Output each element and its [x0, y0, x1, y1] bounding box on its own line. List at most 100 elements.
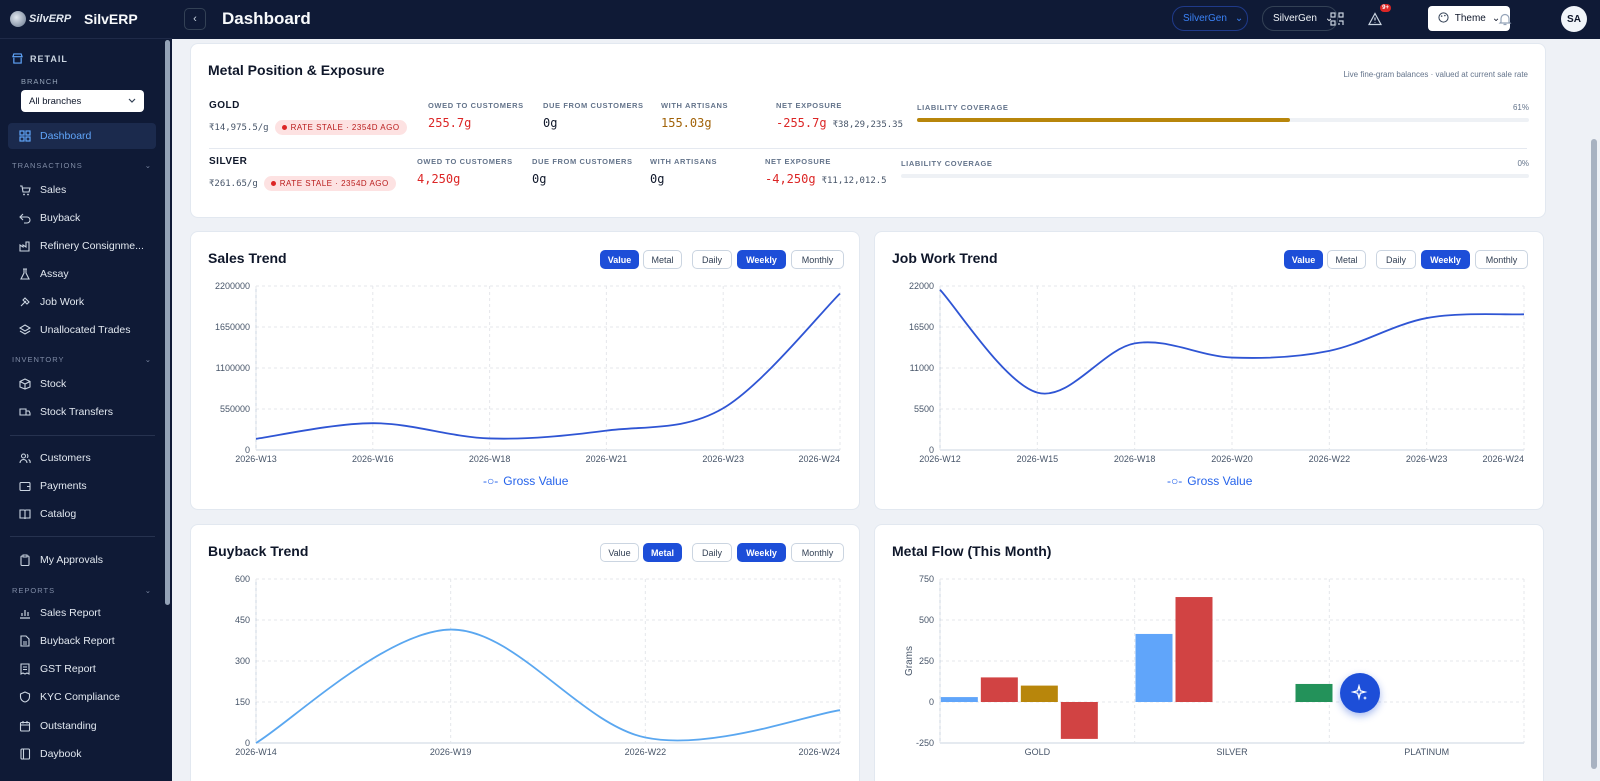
dashboard-icon [19, 130, 31, 142]
sidebar-item-sales-report[interactable]: Sales Report [8, 600, 156, 626]
series-line [255, 628, 841, 744]
sidebar-item-catalog[interactable]: Catalog [8, 501, 156, 527]
sidebar-item-stock[interactable]: Stock [8, 371, 156, 397]
sidebar-item-customers[interactable]: Customers [8, 445, 156, 471]
entity-switcher[interactable]: SilverGen ⌄ [1262, 6, 1338, 31]
stat-label: OWED TO CUSTOMERS [417, 157, 513, 166]
collapse-sidebar-button[interactable]: ‹ [184, 8, 206, 30]
weekly-toggle-button[interactable]: Weekly [737, 250, 786, 269]
x-tick-label: 2026-W24 [798, 454, 840, 464]
card-title: Metal Flow (This Month) [892, 543, 1052, 559]
undo-icon [19, 212, 31, 224]
sidebar-item-refinery[interactable]: Refinery Consignme... [8, 233, 156, 259]
stat-due: DUE FROM CUSTOMERS 0g [543, 101, 644, 130]
section-reports[interactable]: REPORTS ⌄ [12, 586, 152, 595]
metal-toggle-button[interactable]: Metal [643, 543, 682, 562]
sidebar-item-label: My Approvals [40, 554, 104, 566]
sidebar-nav: RETAIL BRANCH All branches Dashboard TRA… [0, 39, 164, 781]
chart-legend[interactable]: -○- Gross Value [483, 474, 568, 488]
stat-label: WITH ARTISANS [650, 157, 718, 166]
sidebar-item-assay[interactable]: Assay [8, 261, 156, 287]
x-tick-label: 2026-W14 [235, 747, 277, 757]
x-tick-label: PLATINUM [1404, 747, 1449, 757]
qr-scan-button[interactable] [1326, 8, 1348, 30]
sidebar-scrollbar[interactable] [165, 40, 170, 605]
sidebar-item-approvals[interactable]: My Approvals [8, 547, 156, 573]
weekly-toggle-button[interactable]: Weekly [737, 543, 786, 562]
x-tick-label: 2026-W18 [1114, 454, 1156, 464]
ai-assistant-button[interactable] [1340, 673, 1380, 713]
sidebar-item-label: Assay [40, 268, 69, 280]
x-tick-label: 2026-W24 [798, 747, 840, 757]
notifications-button[interactable] [1494, 8, 1516, 30]
section-transactions[interactable]: TRANSACTIONS ⌄ [12, 161, 152, 170]
x-tick-label: 2026-W15 [1017, 454, 1059, 464]
value-toggle-button[interactable]: Value [600, 250, 639, 269]
monthly-toggle-button[interactable]: Monthly [791, 543, 844, 562]
branch-label: BRANCH [21, 77, 59, 86]
x-tick-label: 2026-W22 [1309, 454, 1351, 464]
monthly-toggle-button[interactable]: Monthly [791, 250, 844, 269]
alerts-button[interactable]: 9+ [1364, 4, 1391, 30]
sidebar-item-unallocated[interactable]: Unallocated Trades [8, 317, 156, 343]
metal-toggle-button[interactable]: Metal [643, 250, 682, 269]
sidebar-item-outstanding[interactable]: Outstanding [8, 713, 156, 739]
sidebar-item-dashboard[interactable]: Dashboard [8, 123, 156, 149]
sidebar-divider [10, 435, 155, 436]
section-inventory[interactable]: INVENTORY ⌄ [12, 355, 152, 364]
y-tick-label: 500 [919, 615, 934, 625]
stat-value-row: -255.7g ₹38,29,235.35 [776, 116, 903, 130]
y-tick-label: 550000 [220, 404, 250, 414]
factory-icon [19, 240, 31, 252]
branch-select[interactable]: All branches [21, 90, 144, 112]
metal-flow-chart: -250 0 250 500 750 GOLD SILVER PLATINUM Grams [904, 574, 1525, 757]
y-tick-label: 1100000 [216, 363, 250, 373]
x-tick-label: 2026-W22 [625, 747, 667, 757]
x-tick-label: SILVER [1216, 747, 1248, 757]
sidebar-item-buyback-report[interactable]: Buyback Report [8, 628, 156, 654]
sidebar-item-kyc[interactable]: KYC Compliance [8, 684, 156, 710]
y-tick-label: 300 [235, 656, 250, 666]
x-tick-label: 2026-W12 [919, 454, 961, 464]
main-scrollbar[interactable] [1591, 139, 1597, 769]
stat-due: DUE FROM CUSTOMERS 0g [532, 157, 633, 186]
flask-icon [19, 268, 31, 280]
stat-label: OWED TO CUSTOMERS [428, 101, 524, 110]
palette-icon [1438, 11, 1449, 26]
daily-toggle-button[interactable]: Daily [692, 250, 732, 269]
sidebar-item-jobwork[interactable]: Job Work [8, 289, 156, 315]
book-icon [19, 508, 31, 520]
store-icon [12, 52, 23, 66]
sidebar-item-sales[interactable]: Sales [8, 177, 156, 203]
chart-legend[interactable]: -○- Gross Value [1167, 474, 1252, 488]
daily-toggle-button[interactable]: Daily [1376, 250, 1416, 269]
branch-value: All branches [29, 95, 82, 107]
sidebar-item-gst-report[interactable]: GST Report [8, 656, 156, 682]
sidebar-item-label: Buyback [40, 212, 81, 224]
sidebar-item-transfers[interactable]: Stock Transfers [8, 399, 156, 425]
theme-button[interactable]: Theme ⌄ [1428, 6, 1510, 31]
avatar[interactable]: SA [1561, 6, 1587, 32]
x-tick-label: 2026-W23 [702, 454, 744, 464]
sidebar-item-label: Buyback Report [40, 635, 115, 647]
card-title: Metal Position & Exposure [208, 62, 385, 78]
value-toggle-button[interactable]: Value [600, 543, 639, 562]
monthly-toggle-button[interactable]: Monthly [1475, 250, 1528, 269]
y-tick-label: 450 [235, 615, 250, 625]
bar [1295, 683, 1333, 702]
y-axis-label: Grams [904, 646, 915, 676]
sidebar-item-daybook[interactable]: Daybook [8, 741, 156, 767]
sidebar-item-payments[interactable]: Payments [8, 473, 156, 499]
job-work-trend-chart: 0 5500 11000 16500 22000 2026-W12 2026-W15 2026… [909, 281, 1525, 464]
value-toggle-button[interactable]: Value [1284, 250, 1323, 269]
metal-toggle-button[interactable]: Metal [1327, 250, 1366, 269]
org-switcher[interactable]: SilverGen ⌄ [1172, 6, 1248, 31]
sidebar-item-buyback[interactable]: Buyback [8, 205, 156, 231]
stat-label: WITH ARTISANS [661, 101, 729, 110]
net-value: ₹11,12,012.5 [821, 176, 887, 186]
y-tick-label: 0 [245, 738, 250, 748]
weekly-toggle-button[interactable]: Weekly [1421, 250, 1470, 269]
daily-toggle-button[interactable]: Daily [692, 543, 732, 562]
sidebar-item-label: Unallocated Trades [40, 324, 131, 336]
section-label: INVENTORY [12, 355, 65, 364]
